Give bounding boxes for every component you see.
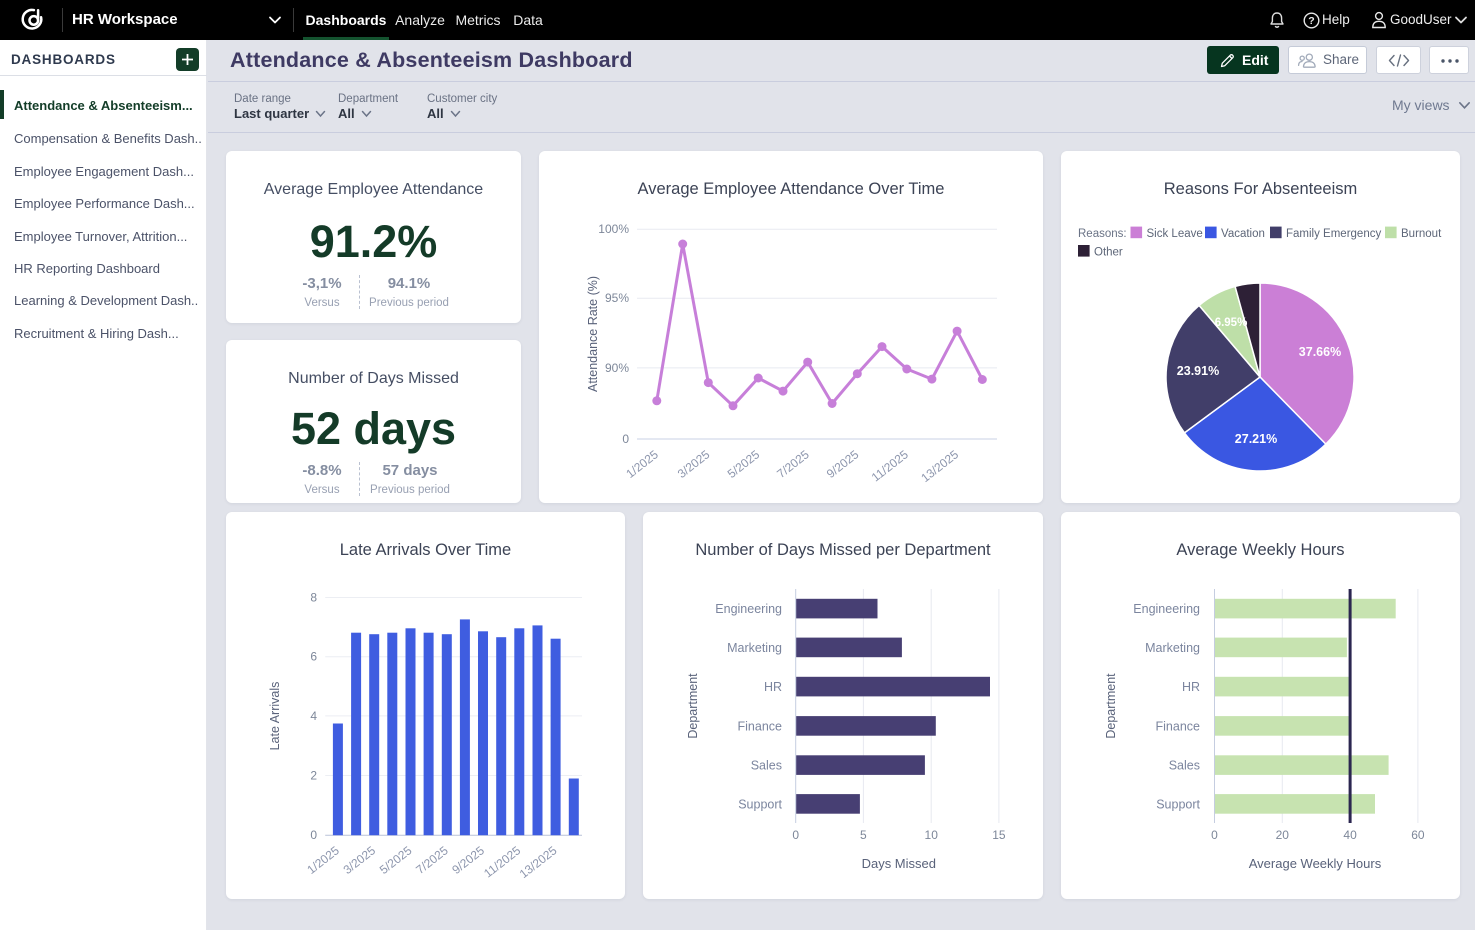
svg-text:HR: HR [764,680,782,694]
svg-text:Days Missed: Days Missed [862,856,936,871]
svg-text:Number of Days Missed per Depa: Number of Days Missed per Department [695,541,991,559]
svg-text:2: 2 [310,769,317,783]
svg-text:0: 0 [1211,828,1218,842]
svg-text:11/2025: 11/2025 [869,447,911,484]
svg-text:40: 40 [1343,828,1357,842]
svg-text:Reasons For Absenteeism: Reasons For Absenteeism [1164,180,1358,198]
svg-text:Vacation: Vacation [1221,228,1265,240]
svg-text:Support: Support [738,797,782,811]
svg-text:Attendance Rate (%): Attendance Rate (%) [586,276,600,392]
svg-text:9/2025: 9/2025 [449,843,487,877]
svg-text:?: ? [1308,15,1314,27]
svg-text:Late Arrivals: Late Arrivals [268,682,282,751]
svg-text:13/2025: 13/2025 [517,843,560,881]
svg-text:0: 0 [310,828,317,842]
svg-text:1/2025: 1/2025 [623,447,661,481]
svg-text:Finance: Finance [738,719,783,733]
svg-text:60: 60 [1411,828,1425,842]
svg-text:Reasons:: Reasons: [1078,228,1127,240]
svg-text:23.91%: 23.91% [1177,364,1219,378]
svg-text:Sales: Sales [1169,759,1200,773]
svg-text:Average Weekly Hours: Average Weekly Hours [1176,541,1344,559]
svg-text:0: 0 [792,828,799,842]
svg-text:10: 10 [925,828,939,842]
svg-text:Marketing: Marketing [1145,641,1200,655]
svg-text:Other: Other [1094,246,1123,258]
svg-text:37.66%: 37.66% [1299,345,1341,359]
svg-text:8: 8 [310,591,317,605]
svg-text:Average Employee Attendance Ov: Average Employee Attendance Over Time [638,180,945,198]
svg-text:100%: 100% [598,222,629,236]
svg-text:90%: 90% [605,361,629,375]
svg-text:27.21%: 27.21% [1235,432,1277,446]
svg-text:Sales: Sales [751,759,782,773]
svg-text:Marketing: Marketing [727,641,782,655]
svg-text:Department: Department [686,673,700,739]
svg-text:Burnout: Burnout [1401,228,1442,240]
svg-text:7/2025: 7/2025 [413,843,451,877]
svg-text:11/2025: 11/2025 [481,843,523,880]
svg-text:6: 6 [310,650,317,664]
svg-text:3/2025: 3/2025 [341,843,379,877]
svg-text:6.95%: 6.95% [1215,317,1248,329]
svg-text:Average Weekly Hours: Average Weekly Hours [1249,856,1382,871]
svg-text:5/2025: 5/2025 [725,447,763,481]
svg-text:HR: HR [1182,680,1200,694]
svg-text:9/2025: 9/2025 [824,447,862,481]
svg-text:1/2025: 1/2025 [304,843,342,877]
svg-text:Family Emergency: Family Emergency [1286,228,1381,240]
svg-text:Sick Leave: Sick Leave [1147,228,1203,240]
svg-text:7/2025: 7/2025 [774,447,812,481]
svg-text:5: 5 [860,828,867,842]
svg-text:4: 4 [310,709,317,723]
svg-text:Late Arrivals Over Time: Late Arrivals Over Time [340,541,511,559]
svg-text:20: 20 [1276,828,1290,842]
svg-text:Finance: Finance [1156,719,1201,733]
svg-text:Engineering: Engineering [1133,602,1200,616]
svg-text:3/2025: 3/2025 [675,447,713,481]
svg-text:95%: 95% [605,291,629,305]
svg-text:Support: Support [1156,797,1200,811]
svg-text:15: 15 [992,828,1006,842]
svg-text:Department: Department [1104,673,1118,739]
svg-text:Engineering: Engineering [715,602,782,616]
svg-text:13/2025: 13/2025 [918,447,961,485]
svg-text:0: 0 [622,432,629,446]
svg-text:5/2025: 5/2025 [377,843,415,877]
